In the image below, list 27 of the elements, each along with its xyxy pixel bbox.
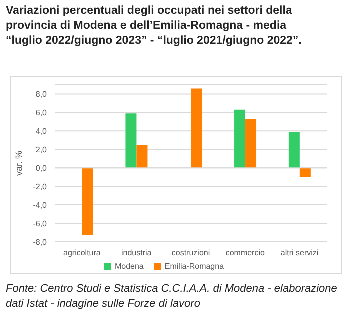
legend-label: Emilia-Romagna: [164, 262, 224, 271]
y-tick-label: 6,0: [36, 108, 48, 118]
legend-label: Modena: [114, 262, 144, 271]
x-tick-label: commercio: [226, 248, 266, 258]
bar: [288, 132, 300, 168]
bar: [300, 168, 311, 178]
x-tick-label: costruzioni: [172, 248, 210, 258]
y-tick-label: 8,0: [36, 90, 48, 100]
y-tick-label: 0,0: [36, 164, 48, 173]
bar: [234, 110, 246, 168]
bar: [136, 145, 148, 168]
x-tick-label: agricoltura: [64, 248, 102, 258]
bar: [82, 168, 94, 236]
y-tick-label: -4,0: [33, 200, 48, 210]
y-tick-label: 4,0: [36, 127, 48, 136]
y-tick-label: 2,0: [36, 145, 48, 154]
bar: [246, 119, 257, 168]
bar: [191, 88, 202, 168]
source-note: Fonte: Centro Studi e Statistica C.C.I.A.A. di Modena - elaborazione dati Istat - indagine sulle Forze di lavoro: [6, 282, 338, 312]
bar: [126, 114, 137, 168]
y-tick-label: -2,0: [33, 182, 48, 192]
chart-title: Variazioni percentuali degli occupati nei settori della provincia di Modena e dell’Emilia-Romagna - media “luglio 2022/giugno 2023” - “luglio 2021/giugno 2022”.: [6, 4, 303, 49]
x-tick-label: altri servizi: [280, 248, 319, 258]
x-tick-label: industria: [121, 248, 152, 258]
y-tick-label: -6,0: [33, 219, 48, 228]
y-tick-label: -8,0: [33, 238, 48, 247]
y-axis-title: var. %: [14, 150, 24, 176]
